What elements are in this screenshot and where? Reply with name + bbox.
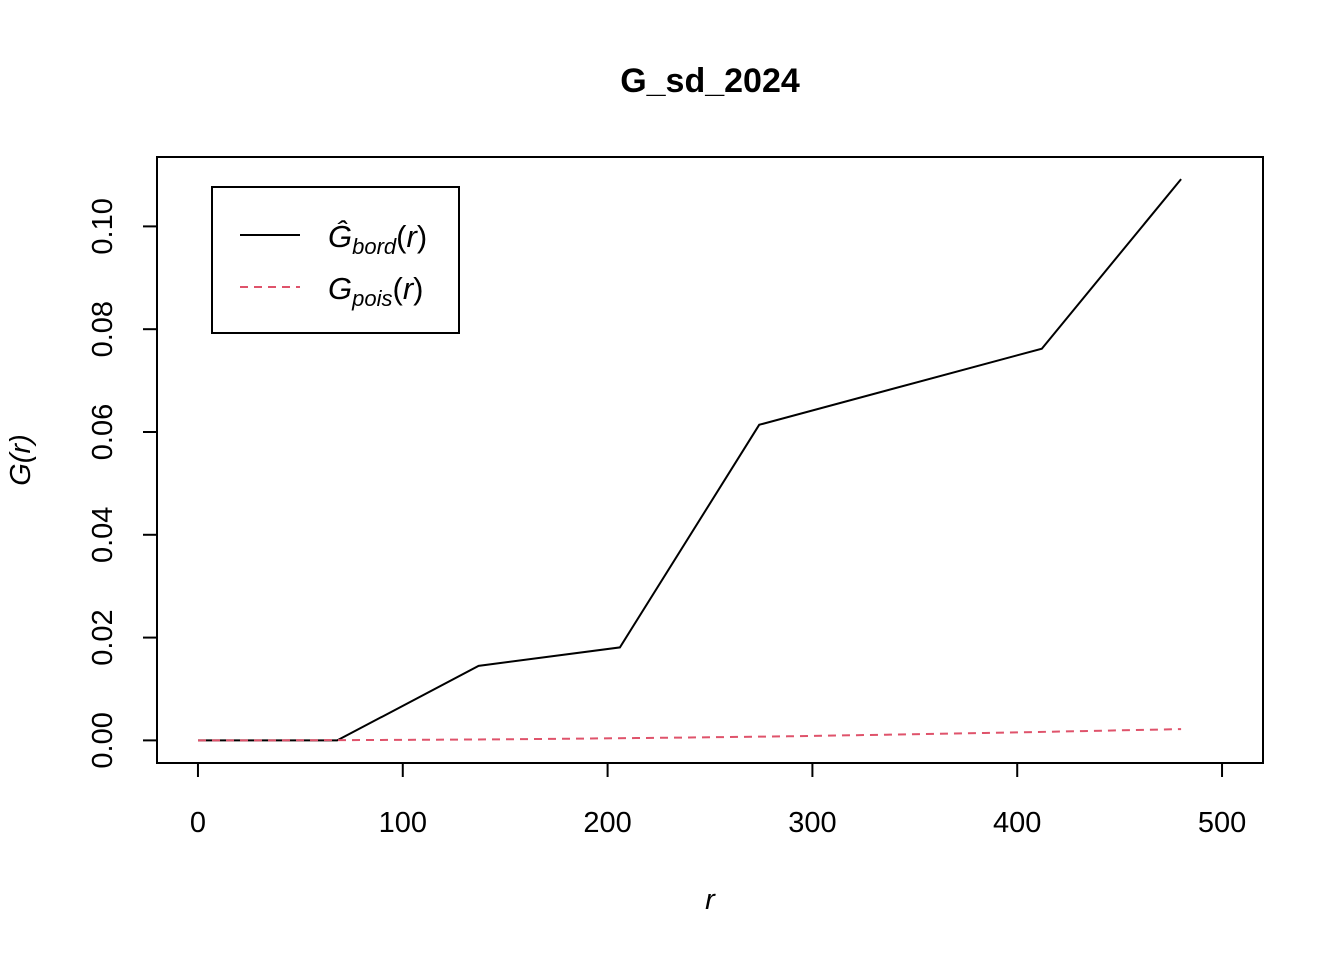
y-tick-label: 0.04 (87, 507, 119, 563)
x-tick-label: 300 (788, 807, 836, 839)
y-tick-label: 0.00 (87, 712, 119, 768)
y-tick-label: 0.10 (87, 198, 119, 254)
x-tick-label: 400 (993, 807, 1041, 839)
y-tick-label: 0.02 (87, 609, 119, 665)
x-axis-label: r (705, 884, 716, 916)
y-axis: 0.00 0.02 0.04 0.06 0.08 0.10 (87, 198, 158, 769)
legend-label-pois: Gpois(r) (328, 271, 423, 311)
y-tick-label: 0.08 (87, 301, 119, 357)
legend-box (211, 186, 460, 334)
x-tick-label: 200 (583, 807, 631, 839)
y-axis-label: G(r) (5, 434, 37, 486)
y-tick-label: 0.06 (87, 404, 119, 460)
legend-label-bord: Ĝbord(r) (328, 219, 427, 259)
x-tick-label: 500 (1198, 807, 1246, 839)
x-axis: 0 100 200 300 400 500 (190, 762, 1246, 839)
series-line-pois (197, 728, 1182, 742)
x-tick-label: 100 (379, 807, 427, 839)
legend: Ĝbord(r) Gpois(r) (211, 186, 460, 334)
x-tick-label: 0 (190, 807, 206, 839)
chart-title: G_sd_2024 (620, 62, 800, 100)
series-layer (197, 178, 1182, 742)
series-line-bord (198, 178, 1182, 742)
